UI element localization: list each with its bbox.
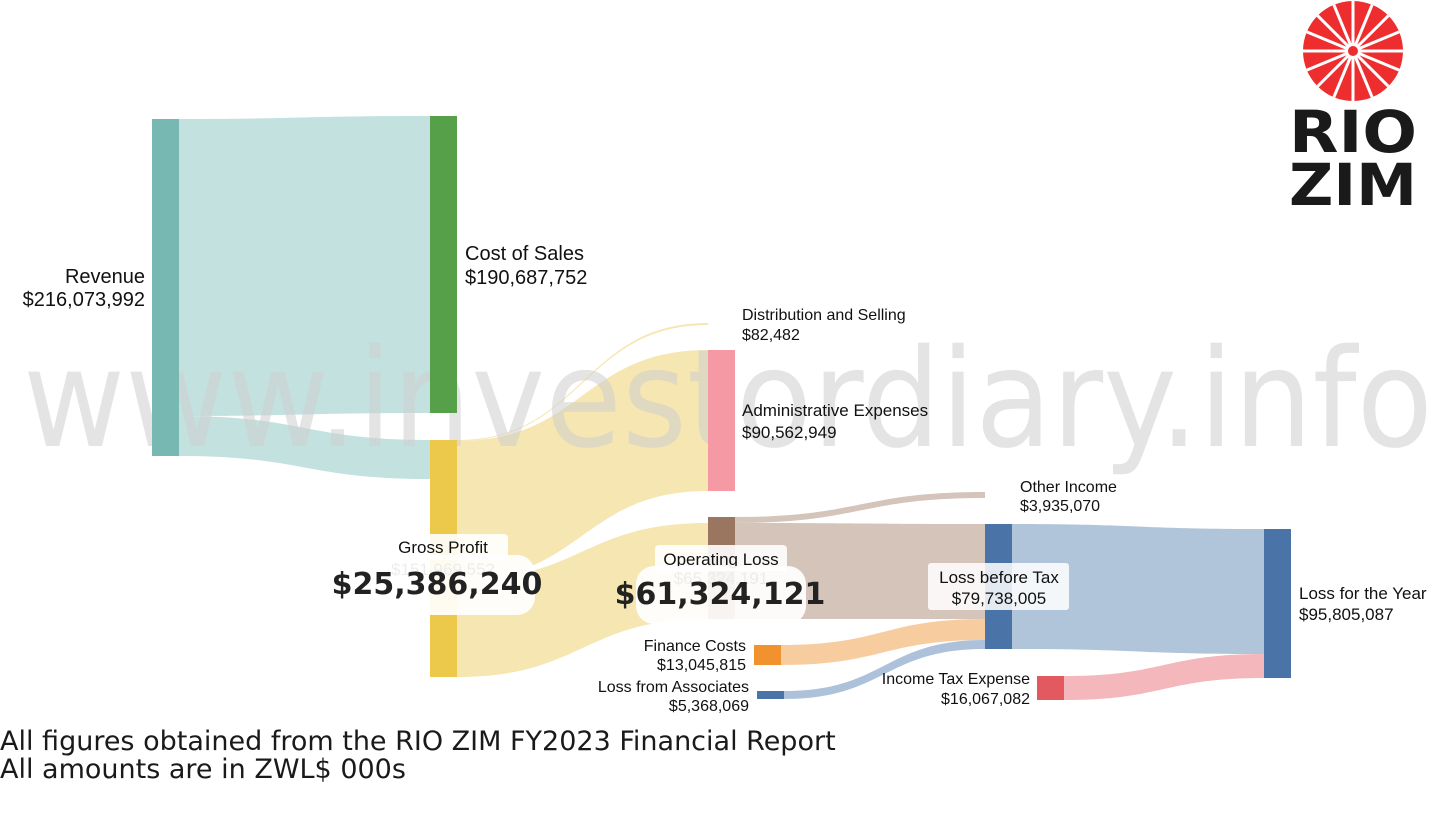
link-revenue-to-gross_profit — [179, 416, 430, 479]
label-value-distribution: $82,482 — [742, 327, 800, 344]
link-gross_profit-to-admin — [457, 350, 708, 580]
footnote-source: All figures obtained from the RIO ZIM FY… — [0, 726, 836, 757]
logo-text-line1: RIO — [1289, 98, 1417, 166]
node-income_tax — [1037, 676, 1064, 700]
link-gross_profit-to-distribution — [457, 323, 708, 441]
node-admin — [708, 350, 735, 491]
logo-text-line2: ZIM — [1289, 151, 1417, 215]
label-bg-gross_profit — [384, 534, 508, 560]
node-cost_of_sales — [430, 116, 457, 413]
sankey-nodes — [152, 116, 1291, 700]
sankey-highlights: Gross Profit$151,969,552$25,386,240Opera… — [332, 534, 826, 624]
node-finance_costs — [754, 645, 781, 665]
label-name-distribution: Distribution and Selling — [742, 307, 906, 324]
label-name-cost_of_sales: Cost of Sales — [465, 243, 584, 265]
sankey-links — [179, 116, 1264, 700]
label-bg-loss_before_tax — [928, 563, 1069, 610]
label-bg-operating_loss — [655, 545, 787, 571]
label-name-admin: Administrative Expenses — [742, 401, 928, 420]
label-value-other_income: $3,935,070 — [1020, 498, 1100, 515]
label-value-cost_of_sales: $190,687,752 — [465, 267, 587, 289]
link-loss_before_tax-to-loss_year — [1012, 524, 1264, 654]
label-name-revenue: Revenue — [65, 266, 145, 288]
link-associates-to-loss_before_tax — [784, 640, 985, 699]
link-revenue-to-cost_of_sales — [179, 116, 430, 416]
node-associates — [757, 691, 784, 699]
link-income_tax-to-loss_year — [1064, 654, 1264, 700]
sankey-labels: Revenue$216,073,992 Cost of Sales$190,687… — [23, 243, 1427, 715]
label-name-loss_year: Loss for the Year — [1299, 584, 1427, 603]
footnote-units: All amounts are in ZWL$ 000s — [0, 754, 406, 785]
label-name-income_tax: Income Tax Expense — [882, 671, 1030, 688]
callout-bg-operating_loss — [636, 566, 806, 624]
label-name-operating_loss: Operating Loss — [663, 550, 778, 569]
label-name-associates: Loss from Associates — [598, 679, 749, 696]
link-gross_profit-to-operating_loss — [457, 523, 708, 677]
link-finance_costs-to-loss_before_tax — [781, 619, 985, 665]
label-value-loss_year: $95,805,087 — [1299, 605, 1394, 624]
label-name-gross_profit: Gross Profit — [398, 538, 488, 557]
label-value-associates: $5,368,069 — [669, 698, 749, 715]
callout-bg-gross_profit — [340, 555, 535, 615]
label-value-loss_before_tax: $79,738,005 — [952, 589, 1047, 608]
callout-value-operating_loss: $61,324,121 — [615, 577, 826, 612]
label-value-revenue: $216,073,992 — [23, 289, 145, 311]
label-name-loss_before_tax: Loss before Tax — [939, 568, 1059, 587]
link-operating_loss-to-other_income — [735, 492, 985, 523]
label-value-admin: $90,562,949 — [742, 423, 837, 442]
node-revenue — [152, 119, 179, 456]
label-value-income_tax: $16,067,082 — [941, 691, 1030, 708]
label-name-other_income: Other Income — [1020, 479, 1117, 496]
label-name-finance_costs: Finance Costs — [644, 638, 746, 655]
callout-value-gross_profit: $25,386,240 — [332, 567, 543, 602]
rio-zim-logo: RIO ZIM — [1278, 0, 1428, 219]
sun-icon — [1303, 1, 1403, 101]
node-loss_year — [1264, 529, 1291, 678]
label-value-finance_costs: $13,045,815 — [657, 657, 746, 674]
